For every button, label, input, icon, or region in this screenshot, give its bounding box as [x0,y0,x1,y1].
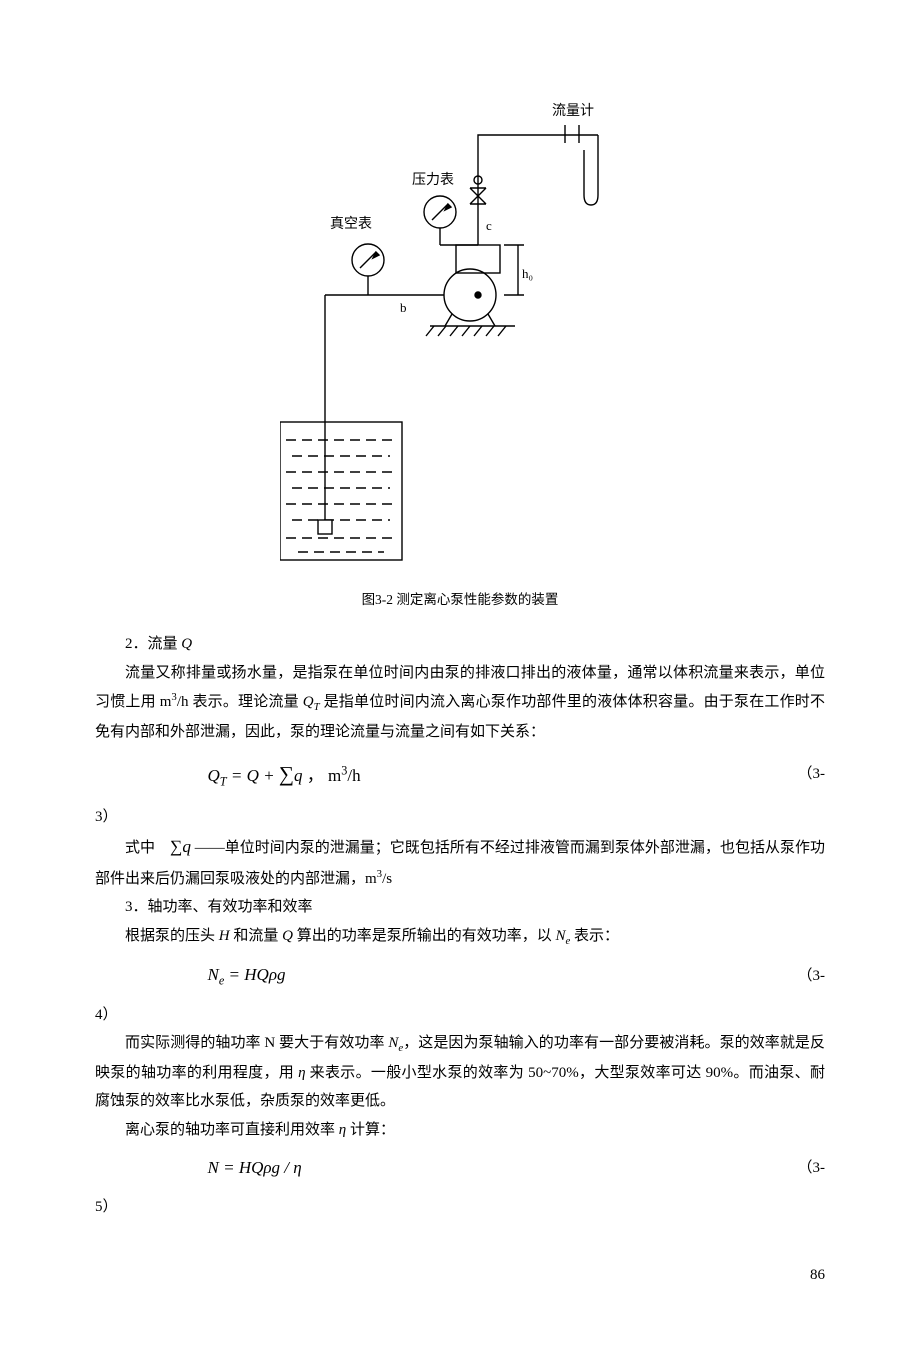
vacuum-gauge-label: 真空表 [330,216,372,232]
figure-3-2: 流量计 压力表 c [95,100,825,612]
page-number: 86 [95,1261,825,1290]
flowmeter-label: 流量计 [552,103,594,119]
equation-3-3: QT = Q + ∑q ， m3/h （3- [95,754,825,794]
label-h0: h₀ [522,266,533,281]
pressure-gauge-label: 压力表 [412,172,454,188]
eq4-explain-1: 而实际测得的轴功率 N 要大于有效功率 Ne，这是因为泵轴输入的功率有一部分要被… [95,1029,825,1116]
figure-caption: 图3-2 测定离心泵性能参数的装置 [95,587,825,613]
eq5-cont: 5） [95,1193,825,1222]
section-2-heading: 2．流量 Q [95,630,825,659]
section-3-para: 根据泵的压头 H 和流量 Q 算出的功率是泵所输出的有效功率，以 Ne 表示： [95,922,825,952]
equation-3-5: N = HQρg / η （3- [95,1152,825,1184]
equation-3-4: Ne = HQρg （3- [95,959,825,993]
eq3-explain: 式中 ∑q ——单位时间内泵的泄漏量；它既包括所有不经过排液管而漏到泵体外部泄漏… [95,831,825,893]
eq4-explain-2: 离心泵的轴功率可直接利用效率 η 计算： [95,1116,825,1145]
section-3-heading: 3．轴功率、有效功率和效率 [95,893,825,922]
pump-diagram: 流量计 压力表 c [280,100,640,570]
label-c: c [486,218,492,233]
label-b: b [400,300,407,315]
section-2-para: 流量又称排量或扬水量，是指泵在单位时间内由泵的排液口排出的液体量，通常以体积流量… [95,659,825,747]
eq4-cont: 4） [95,1001,825,1030]
eq3-cont: 3） [95,803,825,832]
